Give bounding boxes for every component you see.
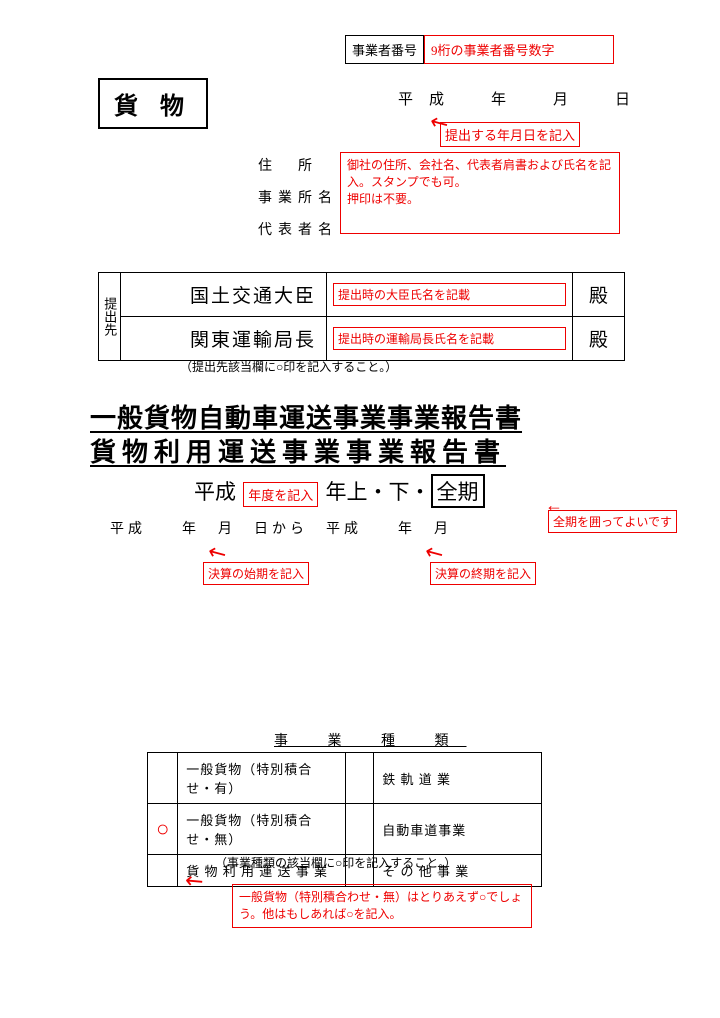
report-title-1: 一般貨物自動車運送事業事業報告書 — [90, 398, 522, 435]
type-r2c2: 自動車道事業 — [374, 804, 542, 855]
period-prefix: 平成 — [194, 480, 236, 504]
rep-label: 代表者名 — [258, 219, 338, 239]
range-line[interactable]: 平成 年 月 日から 平成 年 月 — [110, 518, 452, 538]
type-r1c2: 鉄 軌 道 業 — [374, 753, 542, 804]
type-mark-3[interactable] — [148, 855, 178, 887]
zenki-note: 全期を囲ってよいです — [548, 510, 677, 533]
date-line[interactable]: 平成 年 月 日 — [398, 88, 646, 109]
address-note: 御社の住所、会社名、代表者肩書および氏名を記入。スタンプでも可。 押印は不要。 — [340, 152, 620, 234]
office-label: 事業所名 — [258, 187, 338, 207]
start-note: 決算の始期を記入 — [203, 562, 309, 585]
type-mark-5[interactable] — [346, 804, 374, 855]
address-block: 住 所 事業所名 代表者名 — [258, 155, 338, 251]
submit-row1-label: 国土交通大臣 — [121, 273, 327, 317]
type-mark-4[interactable] — [346, 753, 374, 804]
type-r2c1: 一般貨物（特別積合せ・無） — [178, 804, 346, 855]
end-note: 決算の終期を記入 — [430, 562, 536, 585]
type-mark-2[interactable]: ○ — [148, 804, 178, 855]
type-explain-note: 一般貨物（特別積合わせ・無）はとりあえず○でしょう。他はもしあれば○を記入。 — [232, 884, 532, 928]
type-header: 事 業 種 類 — [274, 730, 467, 750]
period-mid: 年上・下・ — [326, 480, 431, 504]
submit-suffix-2: 殿 — [573, 317, 625, 361]
cargo-box: 貨 物 — [98, 78, 208, 129]
address-label: 住 所 — [258, 155, 338, 175]
submit-suffix-1: 殿 — [573, 273, 625, 317]
type-mark-1[interactable] — [148, 753, 178, 804]
circle-icon: ○ — [156, 816, 169, 841]
type-r1c1: 一般貨物（特別積合せ・有） — [178, 753, 346, 804]
report-title-2: 貨物利用運送事業事業報告書 — [90, 432, 506, 469]
period-year-field[interactable]: 年度を記入 — [243, 482, 318, 507]
business-number-row: 事業者番号 9桁の事業者番号数字 — [345, 35, 614, 64]
submit-side-label: 提出先 — [99, 273, 121, 361]
submit-row2-label: 関東運輸局長 — [121, 317, 327, 361]
business-number-field[interactable]: 9桁の事業者番号数字 — [424, 35, 614, 64]
type-below-note: （事業種類の該当欄に○印を記入すること。） — [215, 854, 456, 871]
business-number-label: 事業者番号 — [345, 35, 424, 64]
submit-table: 提出先 国土交通大臣 提出時の大臣氏名を記載 殿 関東運輸局長 提出時の運輸局長… — [98, 272, 625, 361]
submit-below-note: （提出先該当欄に○印を記入すること。） — [180, 358, 397, 375]
period-zenki: 全期 — [431, 474, 485, 508]
period-line: 平成 年度を記入 年上・下・全期 — [194, 474, 485, 508]
submit-row1-field[interactable]: 提出時の大臣氏名を記載 — [327, 273, 573, 317]
date-note: 提出する年月日を記入 — [440, 122, 580, 147]
submit-row2-field[interactable]: 提出時の運輸局長氏名を記載 — [327, 317, 573, 361]
